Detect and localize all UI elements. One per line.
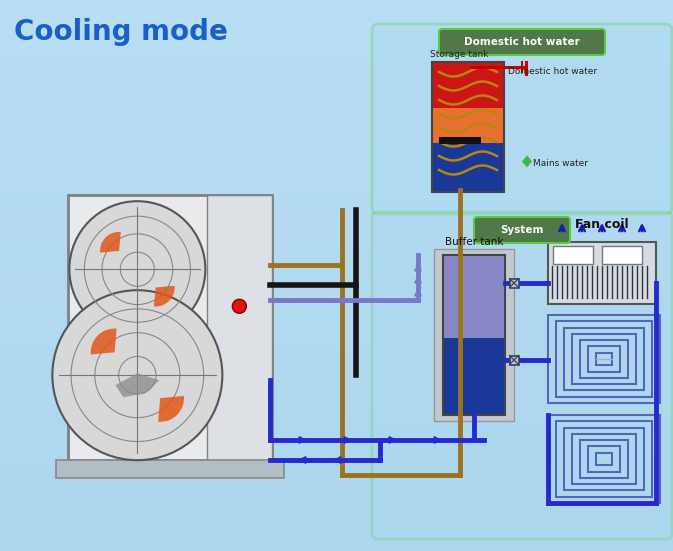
Bar	[432, 107, 504, 143]
Wedge shape	[154, 286, 175, 306]
Bar	[548, 415, 660, 503]
Bar	[432, 143, 504, 192]
Bar	[564, 328, 644, 391]
Wedge shape	[91, 328, 116, 354]
Polygon shape	[115, 373, 160, 397]
Circle shape	[69, 201, 205, 337]
Bar	[588, 347, 620, 371]
Bar	[580, 440, 628, 478]
FancyBboxPatch shape	[474, 217, 570, 243]
Text: Storage tank: Storage tank	[430, 50, 489, 59]
Bar	[596, 353, 612, 365]
Bar	[564, 428, 644, 490]
Text: Domestic hot water: Domestic hot water	[464, 37, 580, 47]
Bar	[572, 334, 636, 384]
Bar	[443, 255, 505, 338]
Text: Fan coil: Fan coil	[575, 218, 629, 230]
Circle shape	[52, 290, 222, 460]
Bar	[588, 446, 620, 472]
Bar	[443, 255, 505, 415]
Bar	[509, 355, 518, 365]
Bar	[207, 195, 272, 460]
Bar	[556, 321, 652, 397]
Bar	[548, 315, 660, 403]
Bar	[509, 278, 518, 288]
Bar	[432, 62, 504, 107]
Bar	[580, 340, 628, 378]
FancyBboxPatch shape	[372, 212, 672, 539]
Bar	[443, 338, 505, 415]
Text: System: System	[500, 225, 544, 235]
Bar	[432, 62, 504, 192]
Bar	[553, 246, 593, 264]
Bar	[572, 434, 636, 484]
Text: Buffer tank: Buffer tank	[445, 237, 503, 247]
Polygon shape	[522, 155, 532, 168]
FancyBboxPatch shape	[372, 24, 672, 214]
Bar	[596, 453, 612, 465]
Bar	[68, 195, 272, 460]
Text: Domestic hot water: Domestic hot water	[508, 68, 597, 77]
Bar	[602, 246, 642, 264]
Text: Cooling mode: Cooling mode	[14, 18, 228, 46]
Bar	[556, 422, 652, 496]
Bar	[56, 460, 284, 478]
Bar	[434, 249, 514, 421]
Wedge shape	[158, 396, 184, 422]
Bar	[548, 242, 656, 304]
FancyBboxPatch shape	[439, 29, 605, 55]
Wedge shape	[100, 232, 120, 252]
Text: Mains water: Mains water	[533, 159, 588, 168]
Circle shape	[232, 299, 246, 314]
